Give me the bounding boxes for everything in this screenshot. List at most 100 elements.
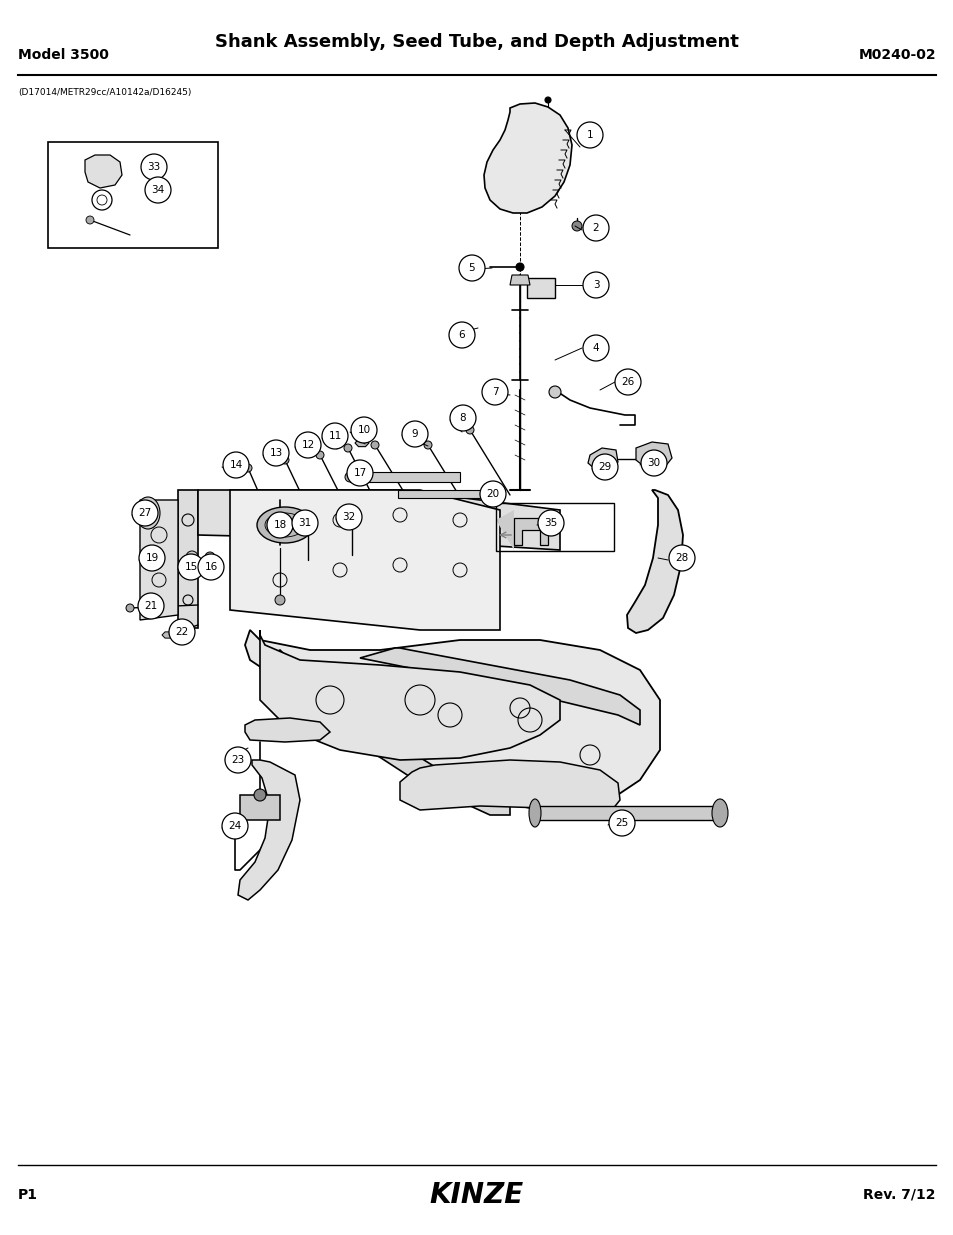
Circle shape	[267, 513, 293, 538]
Polygon shape	[397, 490, 499, 498]
Circle shape	[263, 440, 289, 466]
Text: 20: 20	[486, 489, 499, 499]
Text: 22: 22	[175, 627, 189, 637]
Text: 16: 16	[204, 562, 217, 572]
Circle shape	[516, 263, 523, 270]
Circle shape	[186, 551, 198, 563]
Circle shape	[640, 450, 666, 475]
Text: 19: 19	[145, 553, 158, 563]
Text: 6: 6	[458, 330, 465, 340]
Circle shape	[577, 122, 602, 148]
Circle shape	[169, 619, 194, 645]
Circle shape	[178, 555, 204, 580]
Circle shape	[423, 441, 432, 450]
Circle shape	[274, 595, 285, 605]
Circle shape	[223, 452, 249, 478]
Text: 12: 12	[301, 440, 314, 450]
Circle shape	[292, 510, 317, 536]
Polygon shape	[245, 630, 659, 810]
Circle shape	[582, 335, 608, 361]
Polygon shape	[535, 806, 720, 820]
Circle shape	[548, 387, 560, 398]
Text: 18: 18	[274, 520, 286, 530]
Circle shape	[294, 432, 320, 458]
Circle shape	[315, 451, 324, 459]
Ellipse shape	[270, 520, 290, 530]
Text: (D17014/METR29cc/A10142a/D16245): (D17014/METR29cc/A10142a/D16245)	[18, 88, 192, 96]
Text: 13: 13	[269, 448, 282, 458]
Text: M0240-02: M0240-02	[858, 48, 935, 62]
Circle shape	[138, 593, 164, 619]
Text: 33: 33	[147, 162, 160, 172]
Circle shape	[145, 177, 171, 203]
Circle shape	[132, 500, 158, 526]
Polygon shape	[140, 500, 178, 620]
Circle shape	[348, 506, 355, 514]
Circle shape	[253, 789, 266, 802]
Polygon shape	[355, 440, 369, 447]
Ellipse shape	[529, 799, 540, 827]
Polygon shape	[587, 448, 618, 471]
Circle shape	[281, 456, 289, 464]
Text: 23: 23	[232, 755, 244, 764]
Circle shape	[139, 545, 165, 571]
Ellipse shape	[136, 496, 160, 529]
Circle shape	[225, 747, 251, 773]
Polygon shape	[260, 630, 559, 760]
Circle shape	[608, 810, 635, 836]
Text: 26: 26	[620, 377, 634, 387]
Polygon shape	[636, 442, 671, 468]
Text: 8: 8	[459, 412, 466, 424]
Circle shape	[537, 510, 563, 536]
Polygon shape	[526, 278, 555, 298]
Bar	[496, 503, 614, 551]
Circle shape	[347, 459, 373, 487]
Circle shape	[615, 369, 640, 395]
Circle shape	[465, 426, 474, 433]
Text: 15: 15	[184, 562, 197, 572]
Circle shape	[304, 511, 312, 519]
Circle shape	[222, 813, 248, 839]
Polygon shape	[510, 275, 530, 285]
Text: Rev. 7/12: Rev. 7/12	[862, 1188, 935, 1202]
Circle shape	[86, 216, 94, 224]
Text: 35: 35	[544, 517, 558, 529]
Circle shape	[592, 454, 618, 480]
Polygon shape	[230, 490, 499, 630]
Circle shape	[479, 480, 505, 508]
Circle shape	[335, 504, 361, 530]
Polygon shape	[359, 648, 639, 725]
Ellipse shape	[711, 799, 727, 827]
Text: 17: 17	[353, 468, 366, 478]
Polygon shape	[496, 510, 514, 550]
Circle shape	[141, 154, 167, 180]
Text: 25: 25	[615, 818, 628, 827]
Polygon shape	[483, 103, 572, 212]
Circle shape	[126, 604, 133, 613]
Text: 29: 29	[598, 462, 611, 472]
Circle shape	[481, 379, 507, 405]
Text: 10: 10	[357, 425, 370, 435]
Circle shape	[458, 254, 484, 282]
Text: 4: 4	[592, 343, 598, 353]
Text: P1: P1	[18, 1188, 38, 1202]
Circle shape	[205, 552, 214, 562]
Circle shape	[572, 221, 581, 231]
Ellipse shape	[256, 508, 313, 543]
Bar	[48, 142, 218, 248]
Text: 9: 9	[412, 429, 417, 438]
Circle shape	[401, 421, 428, 447]
Circle shape	[668, 545, 695, 571]
Polygon shape	[240, 795, 280, 820]
Text: KINZE: KINZE	[430, 1181, 523, 1209]
Circle shape	[582, 215, 608, 241]
Text: 7: 7	[491, 387, 497, 396]
Text: 1: 1	[586, 130, 593, 140]
Polygon shape	[245, 718, 330, 742]
Polygon shape	[626, 490, 682, 634]
Polygon shape	[237, 760, 299, 900]
Text: 28: 28	[675, 553, 688, 563]
Text: 21: 21	[144, 601, 157, 611]
Text: 27: 27	[138, 508, 152, 517]
Polygon shape	[350, 472, 459, 482]
